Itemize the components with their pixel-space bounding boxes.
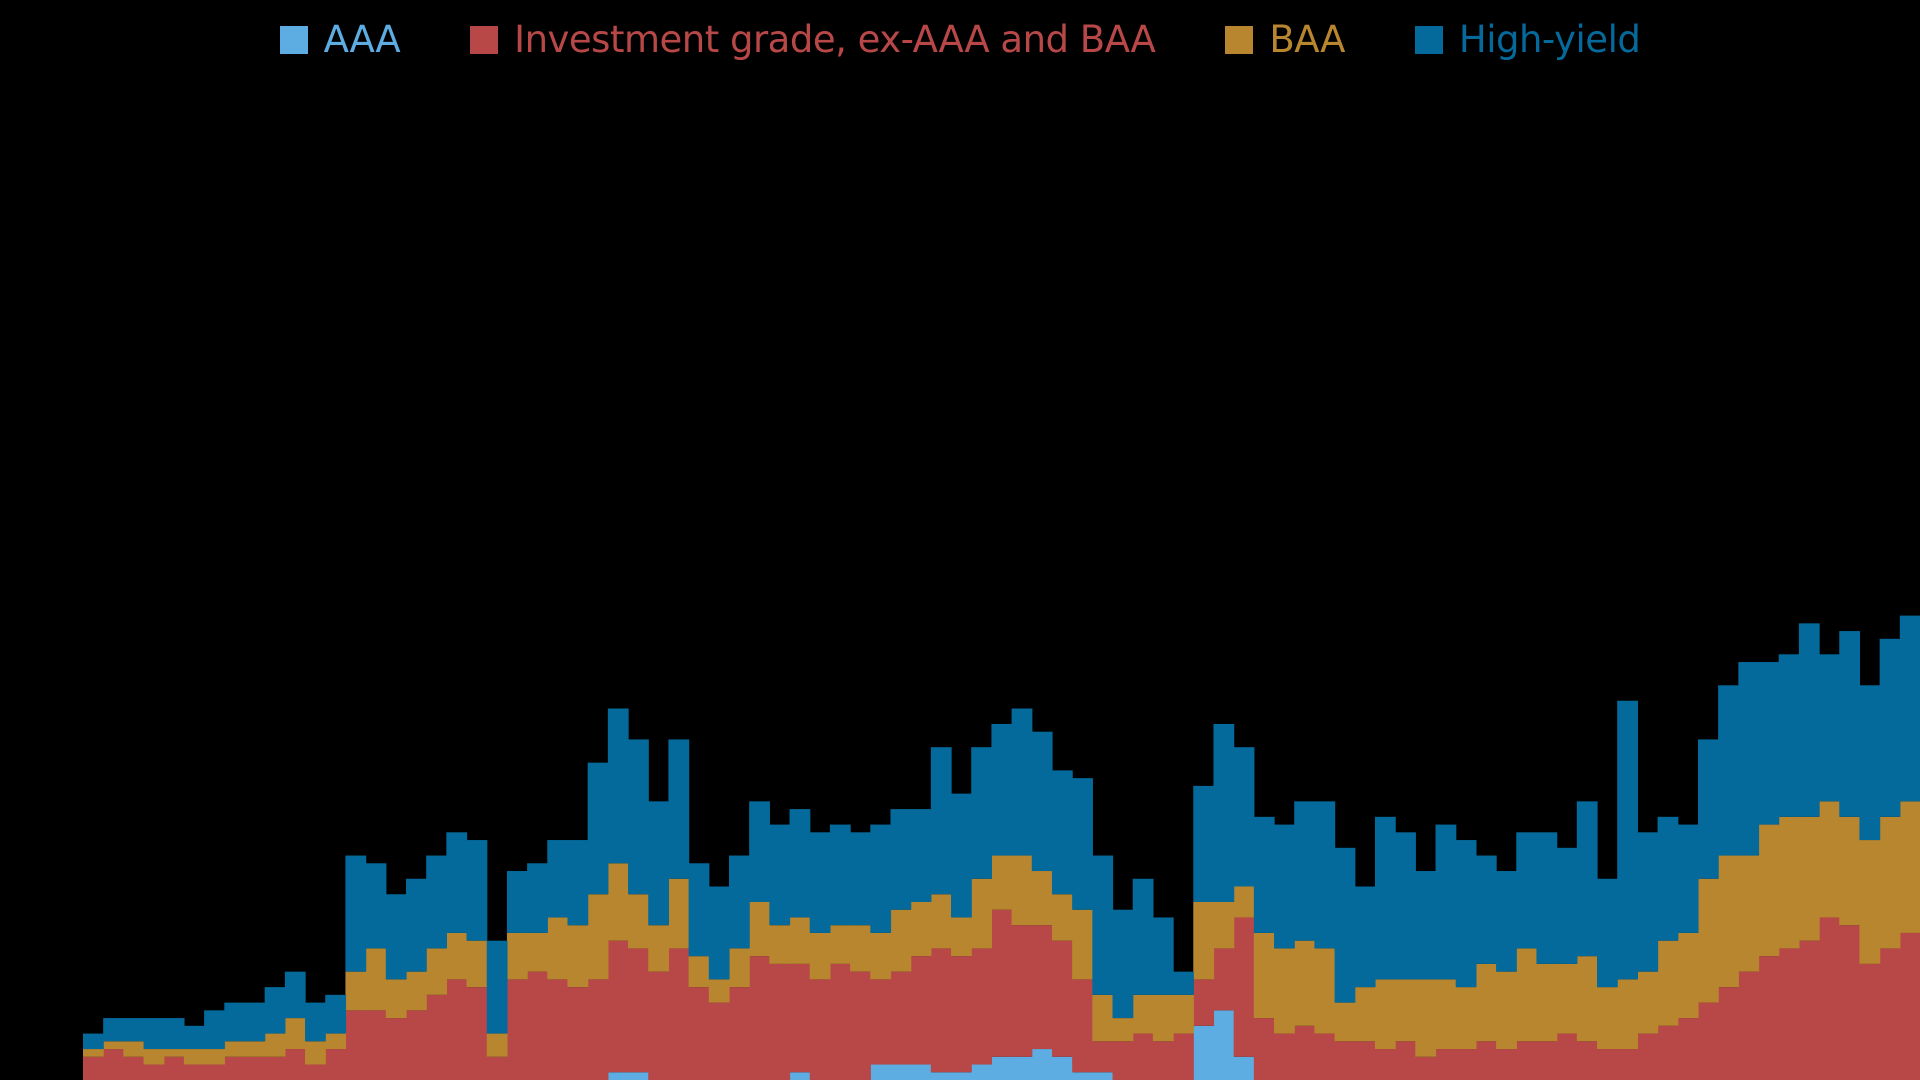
series-aaa bbox=[607, 1010, 1255, 1080]
legend-swatch-aaa bbox=[279, 25, 308, 54]
legend-swatch-investment-grade bbox=[470, 25, 499, 54]
legend-label-high-yield: High-yield bbox=[1458, 18, 1641, 61]
legend-item-high-yield: High-yield bbox=[1414, 18, 1641, 61]
series-investment-grade-ex-aaa-and-baa bbox=[83, 909, 1920, 1080]
series-high-yield bbox=[83, 615, 1920, 1050]
chart-legend: AAA Investment grade, ex-AAA and BAA BAA… bbox=[0, 18, 1920, 61]
legend-item-baa: BAA bbox=[1225, 18, 1345, 61]
legend-item-aaa: AAA bbox=[279, 18, 401, 61]
legend-label-investment-grade: Investment grade, ex-AAA and BAA bbox=[514, 18, 1156, 61]
legend-swatch-baa bbox=[1225, 25, 1254, 54]
legend-item-investment-grade: Investment grade, ex-AAA and BAA bbox=[470, 18, 1156, 61]
legend-label-baa: BAA bbox=[1269, 18, 1345, 61]
series-baa bbox=[83, 801, 1920, 1065]
legend-label-aaa: AAA bbox=[323, 18, 401, 61]
legend-swatch-high-yield bbox=[1414, 25, 1443, 54]
